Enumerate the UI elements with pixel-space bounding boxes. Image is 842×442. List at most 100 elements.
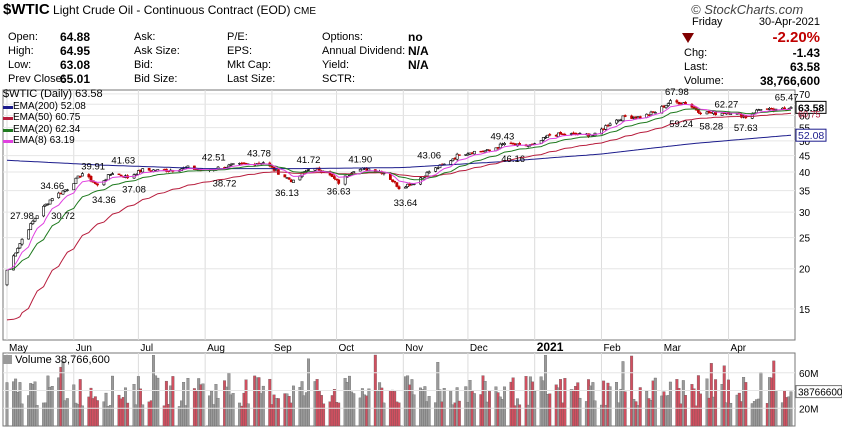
ticker-symbol: $WTIC [3,1,50,18]
high-label: High: [8,45,34,57]
candle [621,115,625,122]
candle [451,158,455,162]
ema8-line [6,103,792,271]
candle [33,218,37,222]
volume-label: Volume: [684,75,724,87]
candle [783,107,786,110]
candle [434,167,438,172]
price-annotation: 57.63 [734,123,758,134]
price-annotation: 37.08 [122,185,146,196]
volume-bar [337,402,341,427]
pe-label: P/E: [227,31,248,43]
volume-last-tag-label: 38766600 [798,388,842,399]
candle [227,164,231,168]
candle [335,178,338,181]
volume-title: Volume 38,766,600 [15,354,110,366]
chart-legend: $WTIC (Daily) 63.58 ▬EMA(200) 52.08 ▬EMA… [3,88,103,147]
candle [498,143,502,149]
chg-label: Chg: [684,47,708,59]
x-tick-label: Sep [274,343,292,354]
candle [449,160,453,165]
options-value: no [408,30,423,44]
x-tick-label: Nov [405,343,423,354]
candle [664,104,668,109]
price-annotation: 65.47 [775,92,799,103]
legend-item-ema200: ▬EMA(200) 52.08 [3,100,86,112]
volume-bar [699,393,702,427]
x-tick-label: Jun [76,343,92,354]
volume-bar [367,388,371,427]
candle [5,269,9,286]
volume-bar [397,402,401,427]
chg-value: -1.43 [792,46,820,60]
candle [615,119,618,124]
x-tick-label: Aug [207,343,225,354]
candle [684,101,687,105]
volume-bar [744,382,748,427]
candle [720,112,724,116]
candle [651,111,655,113]
price-annotation: 41.72 [297,155,321,166]
candle [74,177,78,184]
ema20-line [6,108,792,271]
price-annotation: 62.27 [714,99,738,110]
candle [283,174,287,178]
price-annotation: 42.51 [202,153,226,164]
last-size-label: Last Size: [227,73,276,85]
legend-item-ema50: ▬EMA(50) 60.75 [3,112,81,124]
volume-bar [126,402,130,427]
candle [455,153,459,160]
candle [117,173,121,175]
ema50-line [6,112,792,321]
volume-bar [35,405,39,427]
volume-bar [518,404,522,427]
candle [119,174,123,177]
price-annotation: 30.72 [51,211,75,222]
volume-tick-label: 60M [799,369,818,380]
candle [89,176,93,182]
candle [65,189,69,191]
y-tick-label: 45 [799,152,811,163]
candle [548,134,552,136]
legend-title: $WTIC (Daily) 63.58 [3,88,103,100]
stockcharts-logo[interactable]: © StockCharts.com [691,2,804,17]
quote-day: Friday [692,16,723,28]
candle [61,190,65,195]
volume-bar [563,378,567,427]
price-annotation: 41.90 [348,155,372,166]
candle [16,248,20,253]
volume-swatch [3,355,12,364]
volume-bar [511,377,515,427]
candle [600,128,603,135]
volume-bar [292,385,295,427]
candle [50,198,54,202]
volume-bar [111,375,114,427]
price-annotation: 49.43 [490,131,514,142]
candle [653,112,657,114]
open-value: 64.88 [60,30,91,44]
price-annotation: 34.36 [92,195,116,206]
legend-label: EMA(8) 63.19 [13,135,75,147]
price-annotation: 36.13 [275,188,299,199]
x-tick-label: Jul [140,343,153,354]
volume-bar [276,398,280,427]
volume-bar [382,402,386,427]
legend-item-ema8: ▬EMA(8) 63.19 [3,135,75,147]
candle [186,165,190,168]
change-percent: -2.20% [772,29,820,46]
candle [29,223,33,231]
volume-bar [759,372,763,427]
candle [352,171,356,174]
candle [96,183,99,186]
exchange-name: CME [293,6,317,17]
candle [395,182,399,187]
last-price-tag-label: 63.58 [798,102,824,114]
candle [108,174,112,176]
price-annotation: 41.63 [111,155,135,166]
price-annotation: 33.64 [394,198,418,209]
candle [649,111,653,116]
candle [343,175,347,185]
volume-bar [352,393,356,427]
ema50-tag-label: 60.75 [798,110,821,120]
ema200-line [6,134,792,170]
